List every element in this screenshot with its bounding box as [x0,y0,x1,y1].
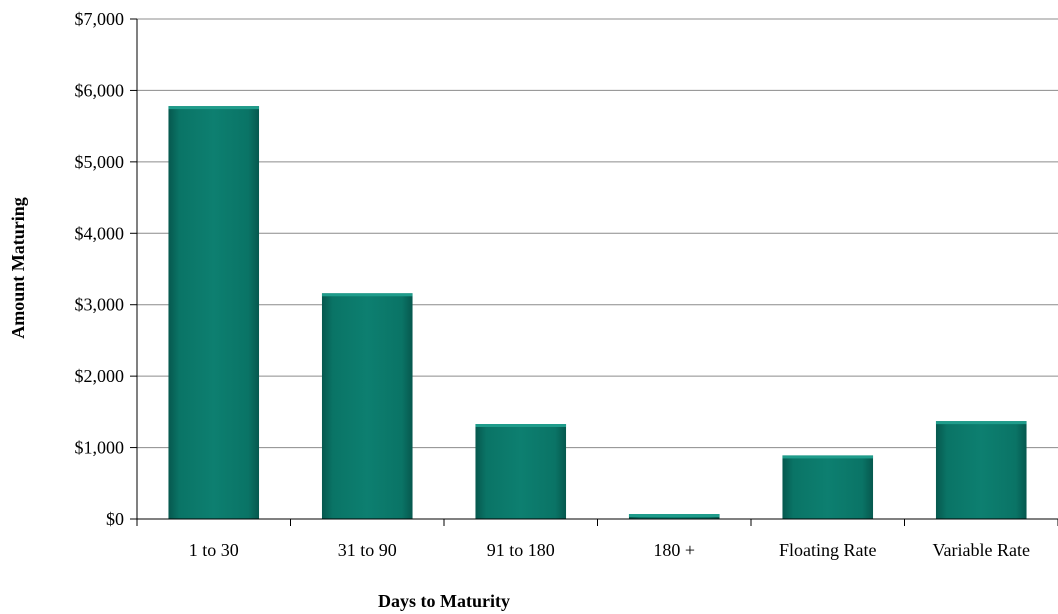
y-tick-label: $4,000 [75,223,125,243]
x-tick-label: Floating Rate [779,540,877,560]
bar-top-highlight [321,293,413,297]
x-tick-label: Variable Rate [933,540,1030,560]
x-tick-label: 91 to 180 [487,540,555,560]
bar-body [782,455,874,519]
bar-body [321,293,413,519]
bar-body [935,421,1027,519]
y-tick-label: $0 [106,509,124,529]
bar [782,455,874,519]
bar [321,293,413,519]
bar-top-highlight [475,424,567,427]
bar-top-highlight [935,421,1027,425]
axes [130,18,1058,526]
bar [935,421,1027,519]
tick-labels: $0 $1,000 $2,000 $3,000 $4,000 $5,000 $6,000 $7… [75,9,1030,560]
x-axis-title: Days to Maturity [378,591,510,611]
gridlines [137,18,1058,449]
y-tick-label: $5,000 [75,152,125,172]
bar-body [475,424,567,519]
y-tick-label: $1,000 [75,438,125,458]
bar-top-highlight [168,106,260,110]
bar [628,514,720,519]
y-tick-label: $2,000 [75,366,125,386]
x-tick-label: 180 + [653,540,695,560]
bars [168,106,1027,520]
y-axis-title: Amount Maturing [8,197,28,339]
bar-top-highlight [782,455,874,459]
bar-top-highlight [628,514,720,517]
bar [475,424,567,519]
bar-body [168,106,260,520]
y-tick-label: $6,000 [75,80,125,100]
bar [168,106,260,520]
x-tick-label: 1 to 30 [189,540,239,560]
y-tick-label: $7,000 [75,9,125,29]
x-tick-label: 31 to 90 [338,540,397,560]
y-tick-label: $3,000 [75,295,125,315]
